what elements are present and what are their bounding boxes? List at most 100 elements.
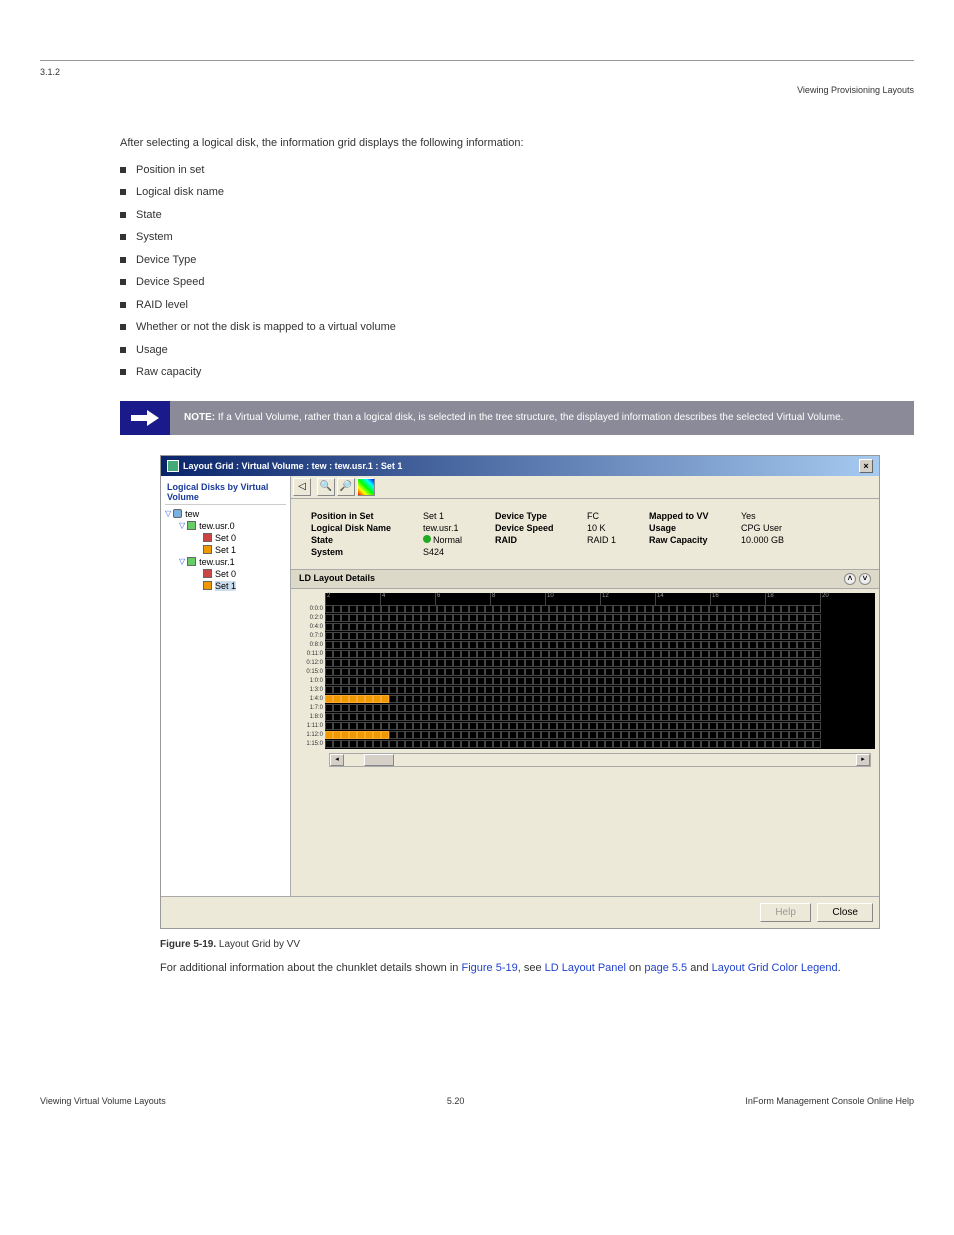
chunklet-cell[interactable] bbox=[805, 722, 813, 730]
chunklet-cell[interactable] bbox=[525, 740, 533, 748]
chunklet-cell[interactable] bbox=[509, 632, 517, 640]
chunklet-cell[interactable] bbox=[645, 677, 653, 685]
chunklet-cell[interactable] bbox=[381, 641, 389, 649]
chunklet-cell[interactable] bbox=[637, 641, 645, 649]
chunklet-cell[interactable] bbox=[565, 641, 573, 649]
chunklet-cell[interactable] bbox=[357, 722, 365, 730]
chunklet-cell[interactable] bbox=[757, 740, 765, 748]
chunklet-cell[interactable] bbox=[525, 623, 533, 631]
chunklet-cell[interactable] bbox=[453, 605, 461, 613]
chunklet-cell[interactable] bbox=[477, 659, 485, 667]
zoom-out-button[interactable]: 🔎 bbox=[337, 478, 355, 496]
chunklet-cell[interactable] bbox=[597, 659, 605, 667]
chunklet-cell[interactable] bbox=[709, 605, 717, 613]
chunklet-cell[interactable] bbox=[741, 740, 749, 748]
chunklet-cell[interactable] bbox=[493, 641, 501, 649]
chunklet-cell[interactable] bbox=[685, 686, 693, 694]
chunklet-cell[interactable] bbox=[781, 695, 789, 703]
chunklet-cell[interactable] bbox=[429, 686, 437, 694]
chunklet-cell[interactable] bbox=[373, 731, 381, 739]
chunklet-cell[interactable] bbox=[573, 731, 581, 739]
chunklet-cell[interactable] bbox=[693, 695, 701, 703]
chunklet-cell[interactable] bbox=[373, 677, 381, 685]
chunklet-cell[interactable] bbox=[485, 632, 493, 640]
chunklet-cell[interactable] bbox=[445, 695, 453, 703]
chunklet-cell[interactable] bbox=[717, 704, 725, 712]
chunklet-cell[interactable] bbox=[437, 623, 445, 631]
chunklet-cell[interactable] bbox=[669, 614, 677, 622]
chunklet-cell[interactable] bbox=[621, 623, 629, 631]
chunklet-cell[interactable] bbox=[717, 695, 725, 703]
chunklet-cell[interactable] bbox=[509, 677, 517, 685]
chunklet-cell[interactable] bbox=[365, 605, 373, 613]
chunklet-cell[interactable] bbox=[813, 704, 821, 712]
chunklet-cell[interactable] bbox=[813, 614, 821, 622]
chunklet-cell[interactable] bbox=[645, 632, 653, 640]
chunklet-cell[interactable] bbox=[653, 605, 661, 613]
chunklet-cell[interactable] bbox=[517, 704, 525, 712]
chunklet-cell[interactable] bbox=[541, 695, 549, 703]
chunklet-cell[interactable] bbox=[621, 695, 629, 703]
chunklet-cell[interactable] bbox=[333, 614, 341, 622]
chunklet-cell[interactable] bbox=[597, 650, 605, 658]
chunklet-cell[interactable] bbox=[709, 731, 717, 739]
chunklet-cell[interactable] bbox=[325, 623, 333, 631]
chunklet-cell[interactable] bbox=[685, 731, 693, 739]
chunklet-cell[interactable] bbox=[533, 650, 541, 658]
chunklet-cell[interactable] bbox=[789, 632, 797, 640]
chunklet-cell[interactable] bbox=[373, 632, 381, 640]
chunklet-cell[interactable] bbox=[573, 605, 581, 613]
chunklet-cell[interactable] bbox=[357, 695, 365, 703]
chunklet-cell[interactable] bbox=[333, 704, 341, 712]
chunklet-cell[interactable] bbox=[805, 668, 813, 676]
chunklet-cell[interactable] bbox=[677, 704, 685, 712]
chunklet-cell[interactable] bbox=[437, 668, 445, 676]
chunklet-cell[interactable] bbox=[605, 722, 613, 730]
chunklet-cell[interactable] bbox=[493, 605, 501, 613]
chunklet-cell[interactable] bbox=[373, 704, 381, 712]
chunklet-cell[interactable] bbox=[421, 668, 429, 676]
chunklet-cell[interactable] bbox=[709, 695, 717, 703]
chunklet-cell[interactable] bbox=[541, 659, 549, 667]
chunklet-cell[interactable] bbox=[389, 614, 397, 622]
chunklet-cell[interactable] bbox=[621, 704, 629, 712]
chunklet-cell[interactable] bbox=[805, 677, 813, 685]
chunklet-cell[interactable] bbox=[501, 740, 509, 748]
chunklet-cell[interactable] bbox=[685, 605, 693, 613]
chunklet-cell[interactable] bbox=[581, 731, 589, 739]
chunklet-cell[interactable] bbox=[621, 731, 629, 739]
chunklet-cell[interactable] bbox=[669, 605, 677, 613]
chunklet-cell[interactable] bbox=[509, 704, 517, 712]
chunklet-cell[interactable] bbox=[789, 713, 797, 721]
chunklet-cell[interactable] bbox=[573, 713, 581, 721]
chunklet-cell[interactable] bbox=[533, 659, 541, 667]
chunklet-cell[interactable] bbox=[693, 614, 701, 622]
chunklet-cell[interactable] bbox=[437, 632, 445, 640]
chunklet-cell[interactable] bbox=[693, 641, 701, 649]
chunklet-cell[interactable] bbox=[517, 731, 525, 739]
chunklet-cell[interactable] bbox=[573, 632, 581, 640]
chunklet-cell[interactable] bbox=[477, 740, 485, 748]
chunklet-cell[interactable] bbox=[549, 722, 557, 730]
chunklet-cell[interactable] bbox=[509, 713, 517, 721]
chunklet-cell[interactable] bbox=[805, 623, 813, 631]
chunklet-cell[interactable] bbox=[341, 722, 349, 730]
chunklet-cell[interactable] bbox=[613, 641, 621, 649]
chunklet-cell[interactable] bbox=[565, 731, 573, 739]
chunklet-cell[interactable] bbox=[805, 704, 813, 712]
chunklet-cell[interactable] bbox=[365, 623, 373, 631]
chunklet-cell[interactable] bbox=[605, 641, 613, 649]
chunklet-cell[interactable] bbox=[669, 677, 677, 685]
chunklet-cell[interactable] bbox=[701, 713, 709, 721]
chunklet-cell[interactable] bbox=[541, 650, 549, 658]
chunklet-cell[interactable] bbox=[789, 668, 797, 676]
chunklet-cell[interactable] bbox=[381, 686, 389, 694]
chunklet-cell[interactable] bbox=[589, 722, 597, 730]
chunklet-cell[interactable] bbox=[445, 731, 453, 739]
chunklet-cell[interactable] bbox=[605, 677, 613, 685]
chunklet-cell[interactable] bbox=[693, 722, 701, 730]
chunklet-cell[interactable] bbox=[685, 677, 693, 685]
chunklet-cell[interactable] bbox=[797, 686, 805, 694]
chunklet-cell[interactable] bbox=[381, 740, 389, 748]
chunklet-cell[interactable] bbox=[437, 677, 445, 685]
